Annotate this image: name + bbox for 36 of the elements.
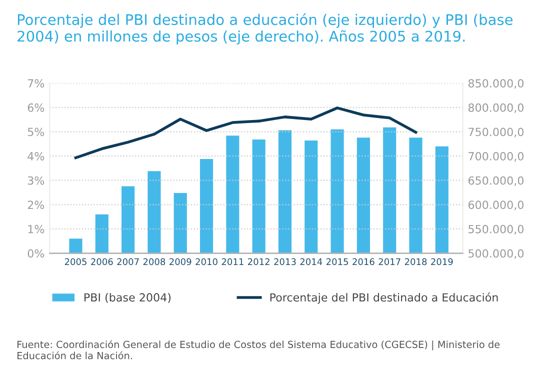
y-tick-label: 7% (28, 79, 44, 88)
y2-tick-label: 600.000,0 (468, 200, 524, 210)
y2-tick-label: 700.000,0 (468, 152, 524, 162)
x-tick-label: 2007 (117, 258, 139, 266)
y2-tick-label: 550.000,0 (468, 224, 524, 234)
x-tick-label: 2016 (352, 258, 374, 266)
x-tick-label: 2009 (170, 258, 192, 266)
x-tick-label: 2010 (196, 258, 218, 266)
y-tick-label: 1% (28, 224, 44, 234)
legend-label: PBI (base 2004) (84, 292, 171, 303)
x-tick-label: 2019 (431, 258, 453, 266)
x-tick-label: 2017 (378, 258, 400, 266)
x-tick-label: 2011 (222, 258, 244, 266)
y2-tick-label: 650.000,0 (468, 176, 524, 186)
x-tick-label: 2015 (326, 258, 348, 266)
y-tick-label: 2% (28, 200, 44, 210)
x-tick-label: 2006 (91, 258, 113, 266)
y-tick-label: 5% (28, 128, 44, 136)
source-note: Fuente: Coordinación General de Estudio de Costos del Sistema Educativo (CGECSE) | Ministerio de Educación de la Nación. (17, 340, 500, 360)
y2-tick-label: 500.000,0 (468, 249, 524, 259)
y2-tick-label: 850.000,0 (468, 79, 524, 89)
y-tick-label: 6% (28, 103, 44, 112)
x-tick-label: 2014 (300, 258, 322, 266)
x-tick-label: 2005 (64, 258, 86, 266)
y-tick-label: 0% (28, 249, 44, 258)
y-tick-label: 4% (28, 152, 44, 160)
x-tick-label: 2012 (248, 258, 270, 266)
chart-title: Porcentaje del PBI destinado a educación (eje izquierdo) y PBI (base 2004) en millones de pesos (eje derecho). Años 2005 a 2019. (18, 13, 513, 45)
y-tick-label: 3% (28, 176, 44, 185)
x-tick-label: 2018 (404, 258, 427, 266)
x-tick-label: 2013 (274, 258, 296, 266)
y2-tick-label: 750.000,0 (468, 128, 524, 138)
x-tick-label: 2008 (143, 258, 166, 266)
legend-label: Porcentaje del PBI destinado a Educación (270, 292, 498, 304)
y2-tick-label: 800.000,0 (468, 103, 524, 113)
line-series (74, 106, 418, 160)
